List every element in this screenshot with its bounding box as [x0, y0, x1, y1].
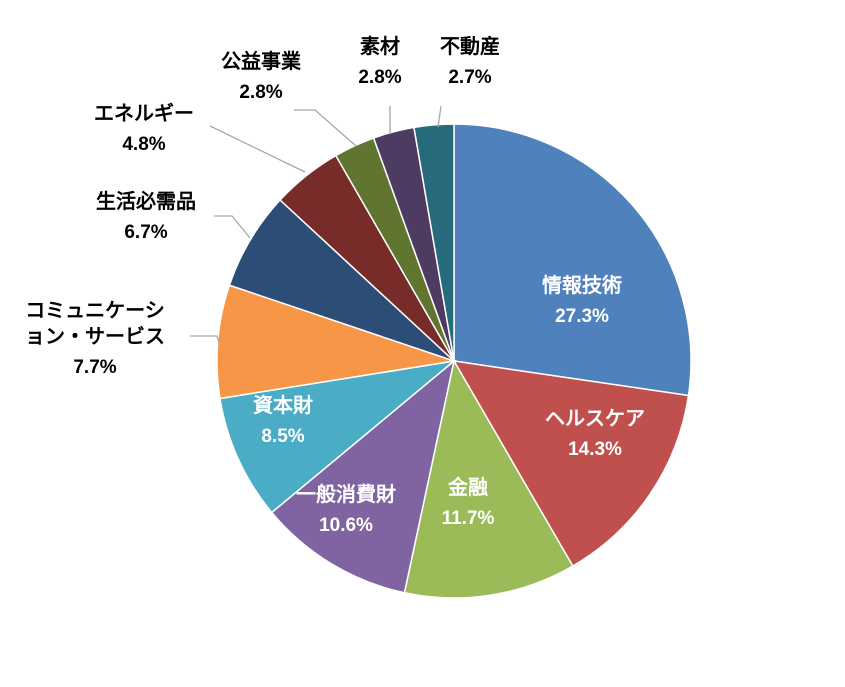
slice-value-label: 2.7% — [448, 67, 491, 88]
pie-slice — [403, 358, 574, 599]
pie-slice — [270, 359, 456, 594]
slice-label: 資本財 — [253, 393, 313, 417]
pie-slice — [453, 123, 692, 397]
leader-line — [294, 109, 357, 147]
slice-label: 不動産 — [440, 34, 500, 58]
slice-label: ョン・サービス — [25, 325, 165, 348]
slice-value-label: 2.8% — [358, 67, 401, 88]
slice-value-label: 4.8% — [122, 134, 165, 155]
slice-value-label: 8.5% — [261, 426, 304, 447]
slice-label: コミュニケーシ — [25, 299, 165, 322]
leader-line — [190, 335, 220, 343]
slice-label: 一般消費財 — [296, 482, 396, 506]
pie-slice — [452, 360, 690, 568]
leader-line — [437, 105, 442, 128]
pie-slice — [216, 284, 455, 400]
leader-line — [209, 125, 306, 173]
slice-label: ヘルスケア — [545, 407, 645, 430]
slice-label: 情報技術 — [542, 273, 622, 297]
slice-label: エネルギー — [94, 102, 194, 125]
pie-slice — [413, 123, 455, 362]
slice-label: 素材 — [360, 34, 400, 58]
slice-value-label: 27.3% — [555, 306, 609, 327]
leader-line — [214, 215, 251, 239]
slice-label: 公益事業 — [221, 49, 302, 73]
slice-value-label: 11.7% — [442, 508, 495, 529]
slice-value-label: 14.3% — [568, 439, 622, 460]
slice-value-label: 7.7% — [73, 357, 116, 378]
slice-label: 金融 — [447, 475, 488, 499]
pie-slice — [219, 359, 457, 514]
slice-value-label: 6.7% — [124, 222, 167, 243]
slice-value-label: 2.8% — [239, 82, 282, 103]
slice-label: 生活必需品 — [96, 189, 196, 213]
slice-value-label: 10.6% — [319, 515, 373, 536]
